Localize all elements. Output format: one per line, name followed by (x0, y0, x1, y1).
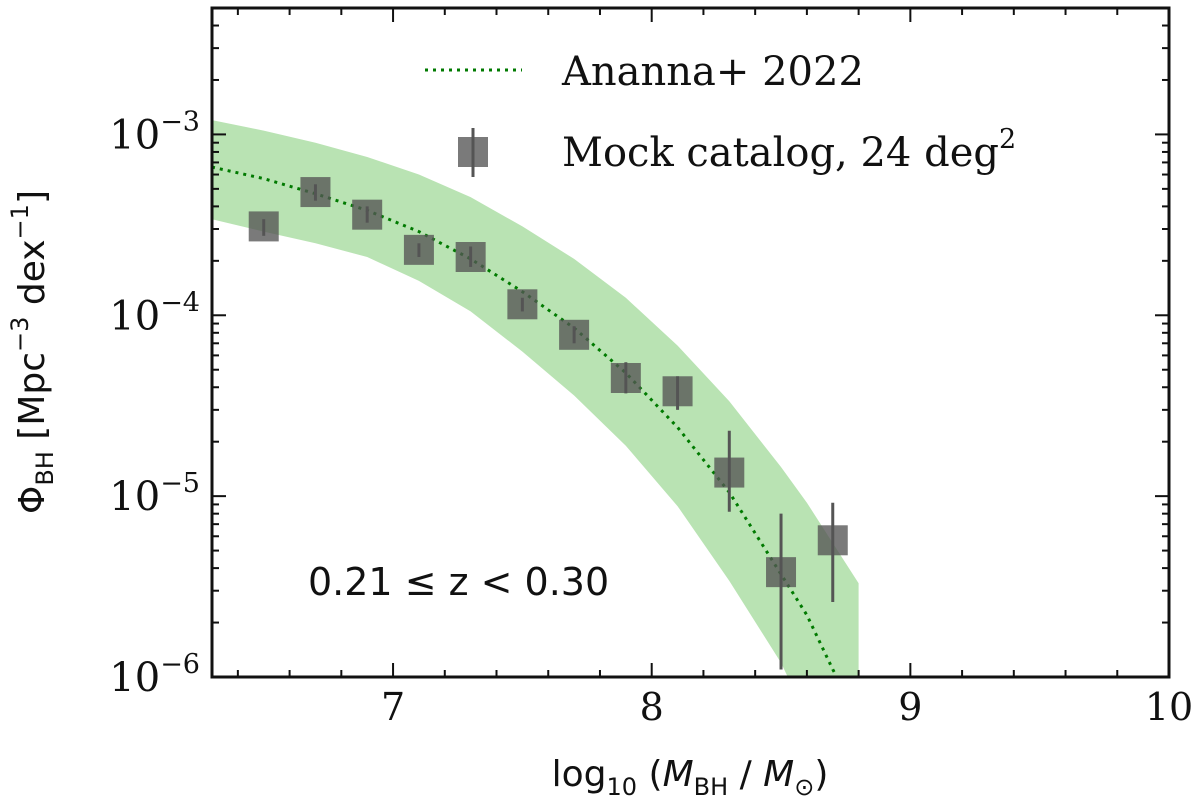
legend-mock-label: Mock catalog, 24 deg2 (562, 124, 1016, 176)
mock-data-point (662, 376, 693, 407)
axes-layer: 7 8 9 10 10−6 10−5 10−4 10−3 (109, 6, 1193, 729)
y-tick-label: 10−5 (109, 468, 200, 520)
mock-data-point (766, 557, 797, 588)
y-tick-label: 10−6 (109, 649, 200, 701)
redshift-annotation: 0.21 ≤ z < 0.30 (308, 560, 609, 604)
mock-data-point (248, 211, 279, 242)
mock-data-point (714, 457, 745, 488)
mock-data-point (559, 319, 590, 350)
y-tick-label: 10−3 (109, 106, 200, 158)
x-axis-label: log10 (MBH / M⊙) (552, 754, 829, 801)
x-tick-label: 7 (381, 685, 405, 729)
legend-mock-square-marker (458, 137, 488, 167)
legend-ananna-label: Ananna+ 2022 (561, 49, 864, 95)
mock-data-point (455, 242, 486, 273)
ananna-uncertainty-band (212, 120, 859, 677)
mock-data-point (300, 177, 331, 208)
x-tick-label: 10 (1145, 685, 1193, 729)
mock-data-point (403, 234, 434, 265)
x-tick-label: 8 (640, 685, 664, 729)
mock-data-point (352, 199, 383, 230)
mock-data-point (610, 362, 641, 393)
legend-mock-label-sup: 2 (999, 124, 1016, 155)
y-axis-label: ΦBH [Mpc−3 dex−1] (6, 190, 59, 514)
x-tick-label: 9 (898, 685, 922, 729)
confidence-band-layer (212, 120, 859, 677)
y-tick-label: 10−4 (109, 287, 200, 339)
legend: Ananna+ 2022 Mock catalog, 24 deg2 (425, 49, 1016, 177)
data-points-layer (248, 177, 848, 670)
legend-mock-label-text: Mock catalog, 24 deg (562, 130, 999, 176)
mock-data-point (507, 289, 538, 320)
mock-data-point (817, 525, 848, 556)
